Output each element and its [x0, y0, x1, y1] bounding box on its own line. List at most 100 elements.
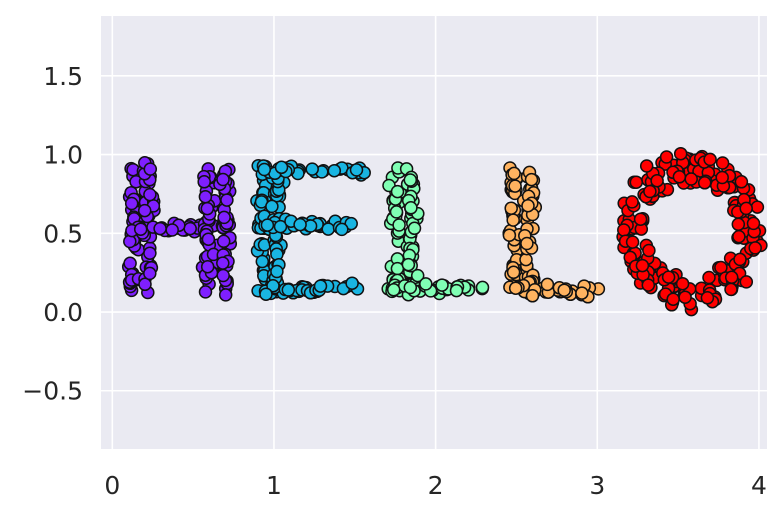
data-point — [153, 221, 167, 236]
data-point — [270, 264, 284, 279]
data-point — [216, 268, 230, 283]
data-point — [390, 261, 405, 276]
data-point — [739, 275, 754, 289]
series-0 — [121, 156, 238, 302]
data-point — [165, 223, 179, 237]
data-point — [625, 235, 640, 249]
data-point — [475, 280, 490, 295]
series-2 — [381, 161, 490, 302]
data-point — [293, 217, 307, 232]
data-point — [260, 218, 275, 232]
data-point — [313, 279, 328, 293]
data-point — [123, 234, 137, 249]
data-point — [508, 179, 522, 193]
data-point — [143, 162, 158, 176]
data-point — [629, 175, 644, 189]
data-point — [666, 292, 680, 306]
data-point — [625, 195, 639, 209]
data-point — [273, 219, 288, 234]
data-point — [731, 217, 746, 232]
data-point — [702, 270, 716, 285]
data-point — [641, 278, 656, 292]
data-point — [675, 276, 690, 291]
data-point — [198, 285, 213, 299]
data-point — [183, 221, 197, 236]
series-3 — [502, 161, 606, 304]
data-point — [524, 172, 539, 187]
series-1 — [250, 159, 371, 301]
data-point — [321, 222, 335, 236]
data-point — [274, 160, 289, 175]
y-tick-label: 1.5 — [43, 62, 83, 91]
x-tick-label: 3 — [589, 471, 605, 500]
data-point — [678, 290, 692, 304]
data-point — [703, 152, 717, 167]
data-point — [724, 270, 739, 285]
data-point — [540, 277, 555, 292]
data-point — [697, 176, 712, 190]
y-tick-label: 0.5 — [43, 219, 83, 248]
y-tick-label: 1.0 — [43, 141, 83, 170]
data-point — [748, 241, 762, 255]
data-point — [746, 216, 761, 231]
data-point — [386, 283, 401, 297]
data-point — [327, 163, 342, 178]
data-point — [643, 184, 657, 199]
data-point — [733, 252, 747, 267]
data-point — [305, 162, 319, 176]
data-point — [335, 222, 349, 237]
data-point — [124, 196, 139, 211]
data-point — [281, 283, 296, 297]
data-point — [390, 184, 405, 199]
data-point — [389, 205, 404, 219]
data-point — [661, 270, 676, 284]
data-point — [672, 170, 687, 184]
y-tick-label: 0.0 — [43, 298, 83, 327]
data-point — [403, 173, 418, 187]
data-point — [143, 246, 157, 260]
data-point — [349, 163, 364, 177]
data-point — [255, 254, 270, 269]
data-point — [143, 266, 157, 281]
data-point — [739, 201, 753, 216]
data-point — [257, 162, 272, 177]
y-axis-ticks: −0.5 0.0 0.5 1.0 1.5 — [22, 62, 83, 406]
data-point — [137, 203, 152, 218]
data-point — [650, 173, 664, 188]
data-point — [449, 283, 464, 298]
data-point — [659, 150, 674, 164]
data-point — [732, 229, 746, 244]
data-point — [715, 156, 730, 170]
data-point — [633, 212, 648, 226]
x-tick-label: 0 — [104, 471, 120, 500]
data-point — [673, 146, 688, 161]
data-point — [392, 218, 406, 232]
data-point — [216, 172, 230, 187]
data-point — [642, 243, 656, 258]
data-point — [407, 221, 422, 236]
data-point — [410, 268, 425, 283]
data-point — [123, 256, 137, 271]
data-point — [635, 258, 650, 273]
data-point — [345, 276, 359, 290]
data-point — [521, 198, 535, 213]
x-tick-label: 2 — [428, 471, 444, 500]
data-point — [506, 213, 520, 227]
data-point — [197, 175, 211, 189]
data-point — [401, 257, 416, 272]
x-tick-label: 1 — [266, 471, 282, 500]
data-points — [121, 146, 768, 317]
y-tick-label: −0.5 — [22, 377, 83, 406]
data-point — [575, 286, 589, 300]
data-point — [404, 201, 418, 215]
data-point — [750, 200, 765, 214]
data-point — [216, 256, 230, 270]
data-point — [218, 288, 233, 302]
data-point — [734, 175, 749, 189]
data-point — [504, 201, 518, 215]
data-point — [217, 210, 231, 225]
data-point — [700, 291, 715, 305]
data-point — [216, 234, 231, 249]
data-point — [639, 159, 654, 173]
